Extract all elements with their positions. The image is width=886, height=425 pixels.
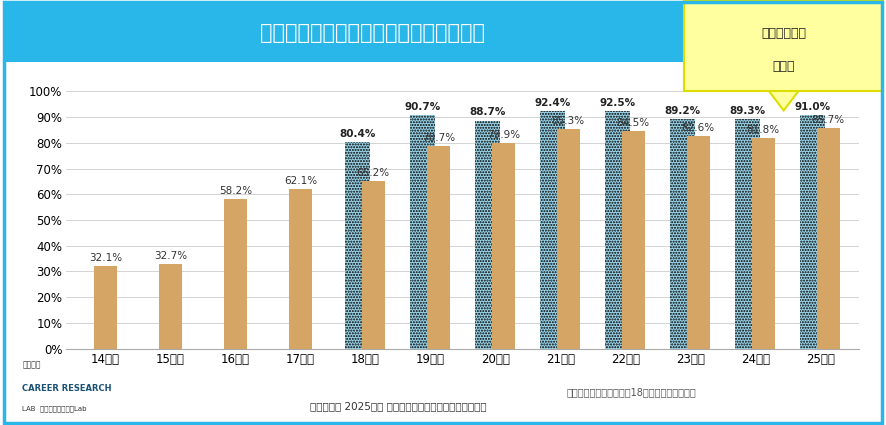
Bar <box>752 138 774 348</box>
Text: 89.2%: 89.2% <box>664 106 701 116</box>
Bar <box>410 115 435 348</box>
Text: 32.1%: 32.1% <box>89 253 122 263</box>
Text: インターンシップ応募・参加割合の推移: インターンシップ応募・参加割合の推移 <box>260 23 485 43</box>
Text: 88.7%: 88.7% <box>470 108 506 117</box>
Bar <box>361 181 385 348</box>
Text: 84.5%: 84.5% <box>617 118 649 128</box>
Text: ＊応募割合・応募社数は18年卒より調査を開始: ＊応募割合・応募社数は18年卒より調査を開始 <box>566 388 696 398</box>
Bar <box>735 119 760 348</box>
Text: 62.1%: 62.1% <box>284 176 317 186</box>
Text: 91.0%: 91.0% <box>795 102 831 111</box>
Text: 32.7%: 32.7% <box>154 251 187 261</box>
Text: 79.9%: 79.9% <box>486 130 520 140</box>
Bar <box>800 115 825 348</box>
Text: 92.5%: 92.5% <box>600 98 635 108</box>
Bar <box>224 199 247 348</box>
Text: 「マイナビ 2025年卒 大学生広報活動開始前の活動調査」: 「マイナビ 2025年卒 大学生広報活動開始前の活動調査」 <box>310 401 486 411</box>
Text: 調査開始以降: 調査開始以降 <box>761 27 806 40</box>
Text: 85.3%: 85.3% <box>552 116 585 126</box>
Legend: インターンシップ応募率, インターンシップ参加率: インターンシップ応募率, インターンシップ参加率 <box>40 30 239 50</box>
Text: 最高値: 最高値 <box>773 60 795 73</box>
Bar <box>94 266 117 348</box>
Text: 90.7%: 90.7% <box>405 102 440 112</box>
Text: 65.2%: 65.2% <box>357 168 390 178</box>
Text: 81.8%: 81.8% <box>747 125 780 135</box>
Bar <box>492 143 515 348</box>
Text: 89.3%: 89.3% <box>729 106 766 116</box>
Bar <box>605 111 630 348</box>
Text: 82.6%: 82.6% <box>681 123 715 133</box>
Bar <box>475 121 500 348</box>
Bar <box>817 128 840 348</box>
Bar <box>687 136 710 348</box>
Text: 92.4%: 92.4% <box>534 98 571 108</box>
Text: 78.7%: 78.7% <box>422 133 455 143</box>
Bar <box>540 111 565 348</box>
Text: マイナビ: マイナビ <box>22 361 41 370</box>
Text: 58.2%: 58.2% <box>219 186 252 196</box>
Text: 85.7%: 85.7% <box>812 115 844 125</box>
Text: CAREER RESEARCH: CAREER RESEARCH <box>22 384 112 393</box>
Bar <box>346 142 370 348</box>
Bar <box>622 131 645 348</box>
Bar <box>670 119 696 348</box>
Bar <box>557 129 579 348</box>
Text: 80.4%: 80.4% <box>339 129 376 139</box>
Text: LAB  キャリアリサーチLab: LAB キャリアリサーチLab <box>22 405 87 412</box>
Bar <box>289 189 312 348</box>
Bar <box>159 264 182 348</box>
Bar <box>427 146 449 348</box>
